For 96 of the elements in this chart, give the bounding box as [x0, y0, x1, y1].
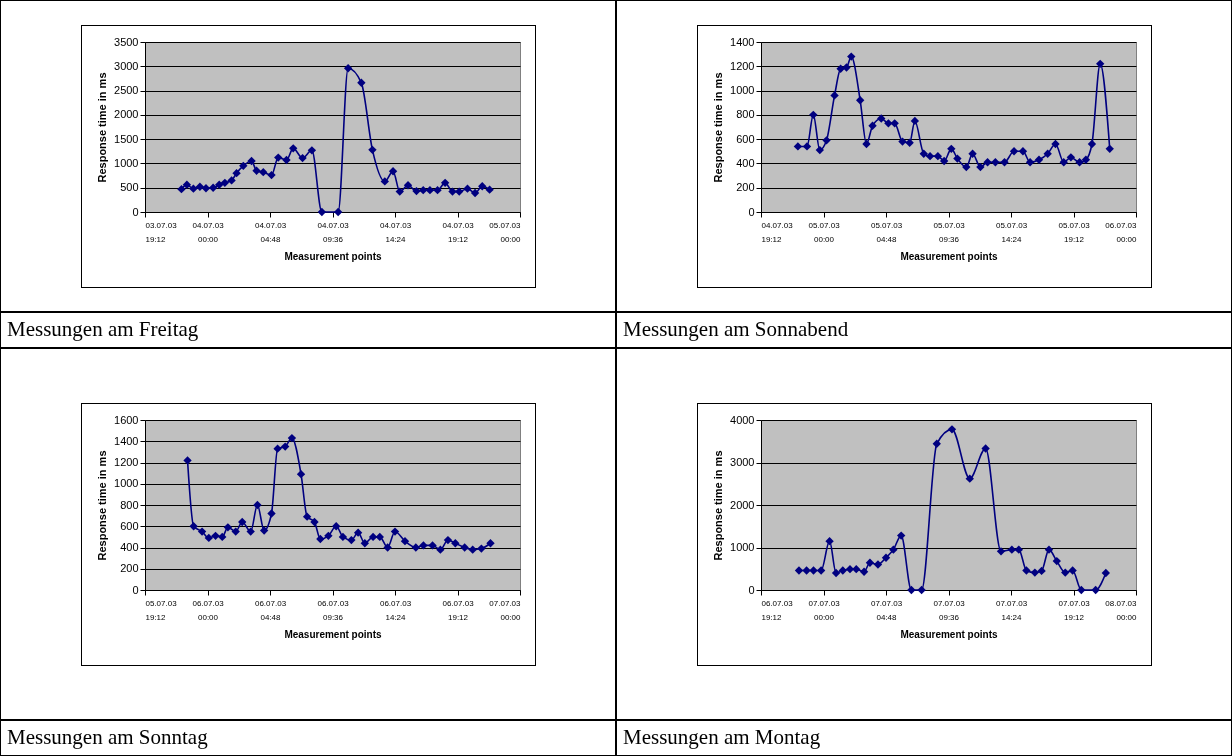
x-tick-label: 04.07.03 19:12: [441, 220, 474, 243]
point: [266, 508, 276, 518]
y-tick-label: 1400: [113, 434, 138, 447]
x-tick-label: 07.07.03 00:00: [488, 598, 521, 621]
point: [353, 527, 362, 537]
y-tick-label: 0: [131, 583, 138, 595]
y-tick-label: 2500: [113, 83, 138, 96]
x-axis-title: Measurement points: [899, 250, 998, 261]
text: Messungen am Montag: [616, 720, 1232, 756]
point: [315, 534, 325, 543]
y-tick-label: 500: [119, 180, 138, 193]
point: [360, 538, 369, 547]
point: [375, 532, 384, 541]
x-tick-label: 07.07.03 04:48: [870, 598, 903, 621]
x-tick-label: 07.07.03 14:24: [995, 598, 1028, 621]
y-tick-label: 3000: [729, 455, 754, 468]
x-tick-label: 05.07.03 00:00: [807, 220, 840, 243]
x-axis-title: Measurement points: [899, 628, 998, 639]
x-tick-label: 05.07.03 00:00: [488, 220, 521, 243]
point: [390, 526, 399, 536]
point: [338, 532, 347, 541]
y-tick-label: 600: [119, 519, 138, 532]
y-tick-label: 3500: [113, 35, 138, 47]
y-tick-label: 400: [119, 540, 138, 553]
point: [280, 441, 289, 451]
x-tick-label: 06.07.03 19:12: [761, 598, 793, 621]
y-tick-label: 1000: [113, 156, 138, 169]
point: [217, 532, 226, 541]
x-tick-label: 07.07.03 19:12: [1057, 598, 1090, 621]
y-tick-label: 600: [735, 132, 754, 145]
y-axis-title: Response time in ms: [95, 449, 108, 561]
x-tick-label: 05.07.03 14:24: [995, 220, 1028, 243]
x-tick-label: 06.07.03 09:36: [316, 598, 349, 621]
x-tick-label: 05.07.03 19:12: [145, 598, 177, 621]
y-tick-label: 1000: [729, 83, 754, 96]
y-tick-label: 200: [735, 180, 754, 193]
point: [231, 526, 240, 536]
y-tick-label: 1400: [729, 35, 754, 47]
point: [382, 542, 392, 552]
y-tick-label: 2000: [729, 498, 754, 510]
x-tick-label: 07.07.03 09:36: [932, 598, 965, 621]
point: [252, 500, 262, 509]
x-axis-title: Measurement points: [283, 628, 382, 639]
y-tick-label: 2000: [113, 107, 138, 120]
x-tick-label: 08.07.03 00:00: [1104, 598, 1137, 621]
y-tick-label: 1500: [113, 132, 138, 145]
text: Messungen am Freitag: [0, 312, 616, 348]
point: [237, 517, 246, 526]
point: [302, 512, 311, 521]
x-tick-label: 04.07.03 09:36: [316, 220, 349, 243]
y-tick-label: 0: [131, 205, 138, 217]
x-tick-label: 06.07.03 00:00: [1104, 220, 1137, 243]
x-tick-label: 05.07.03 09:36: [932, 220, 965, 243]
point: [259, 525, 268, 535]
x-tick-label: 06.07.03 19:12: [441, 598, 474, 621]
y-tick-label: 1000: [729, 540, 754, 553]
y-tick-label: 3000: [113, 59, 138, 72]
x-tick-label: 06.07.03 14:24: [379, 598, 412, 621]
x-tick-label: 06.07.03 04:48: [254, 598, 287, 621]
y-tick-label: 400: [735, 156, 754, 169]
x-tick-label: 04.07.03 04:48: [254, 220, 287, 243]
point: [331, 521, 340, 530]
y-axis-title: Response time in ms: [711, 449, 724, 561]
x-tick-label: 07.07.03 00:00: [807, 598, 840, 621]
point: [296, 469, 305, 478]
text: Messungen am Sonnabend: [616, 312, 1232, 348]
y-tick-label: 4000: [729, 413, 754, 425]
point: [223, 522, 232, 531]
y-tick-label: 1200: [729, 59, 754, 72]
point: [323, 531, 333, 540]
y-tick-label: 0: [747, 583, 754, 595]
y-tick-label: 200: [119, 561, 138, 574]
point: [309, 517, 319, 526]
text: Messungen am Sonntag: [0, 720, 616, 756]
x-tick-label: 05.07.03 04:48: [870, 220, 903, 243]
x-tick-label: 05.07.03 19:12: [1057, 220, 1090, 243]
point: [368, 532, 377, 541]
point: [272, 444, 282, 453]
y-tick-label: 1000: [113, 476, 138, 489]
x-axis-title: Measurement points: [283, 250, 382, 261]
y-tick-label: 800: [735, 107, 754, 120]
point: [188, 521, 198, 530]
y-tick-label: 1200: [113, 455, 138, 468]
x-tick-label: 04.07.03 14:24: [379, 220, 412, 243]
y-axis-title: Response time in ms: [711, 71, 724, 183]
x-tick-label: 03.07.03 19:12: [145, 220, 177, 243]
x-tick-label: 04.07.03 00:00: [191, 220, 224, 243]
y-axis-title: Response time in ms: [95, 71, 108, 183]
point: [246, 526, 255, 536]
y-tick-label: 1600: [113, 413, 138, 425]
x-tick-label: 06.07.03 00:00: [191, 598, 224, 621]
y-tick-label: 800: [119, 498, 138, 510]
point: [346, 535, 356, 544]
y-tick-label: 0: [747, 205, 754, 217]
x-tick-label: 04.07.03 19:12: [761, 220, 793, 243]
point: [287, 433, 296, 442]
